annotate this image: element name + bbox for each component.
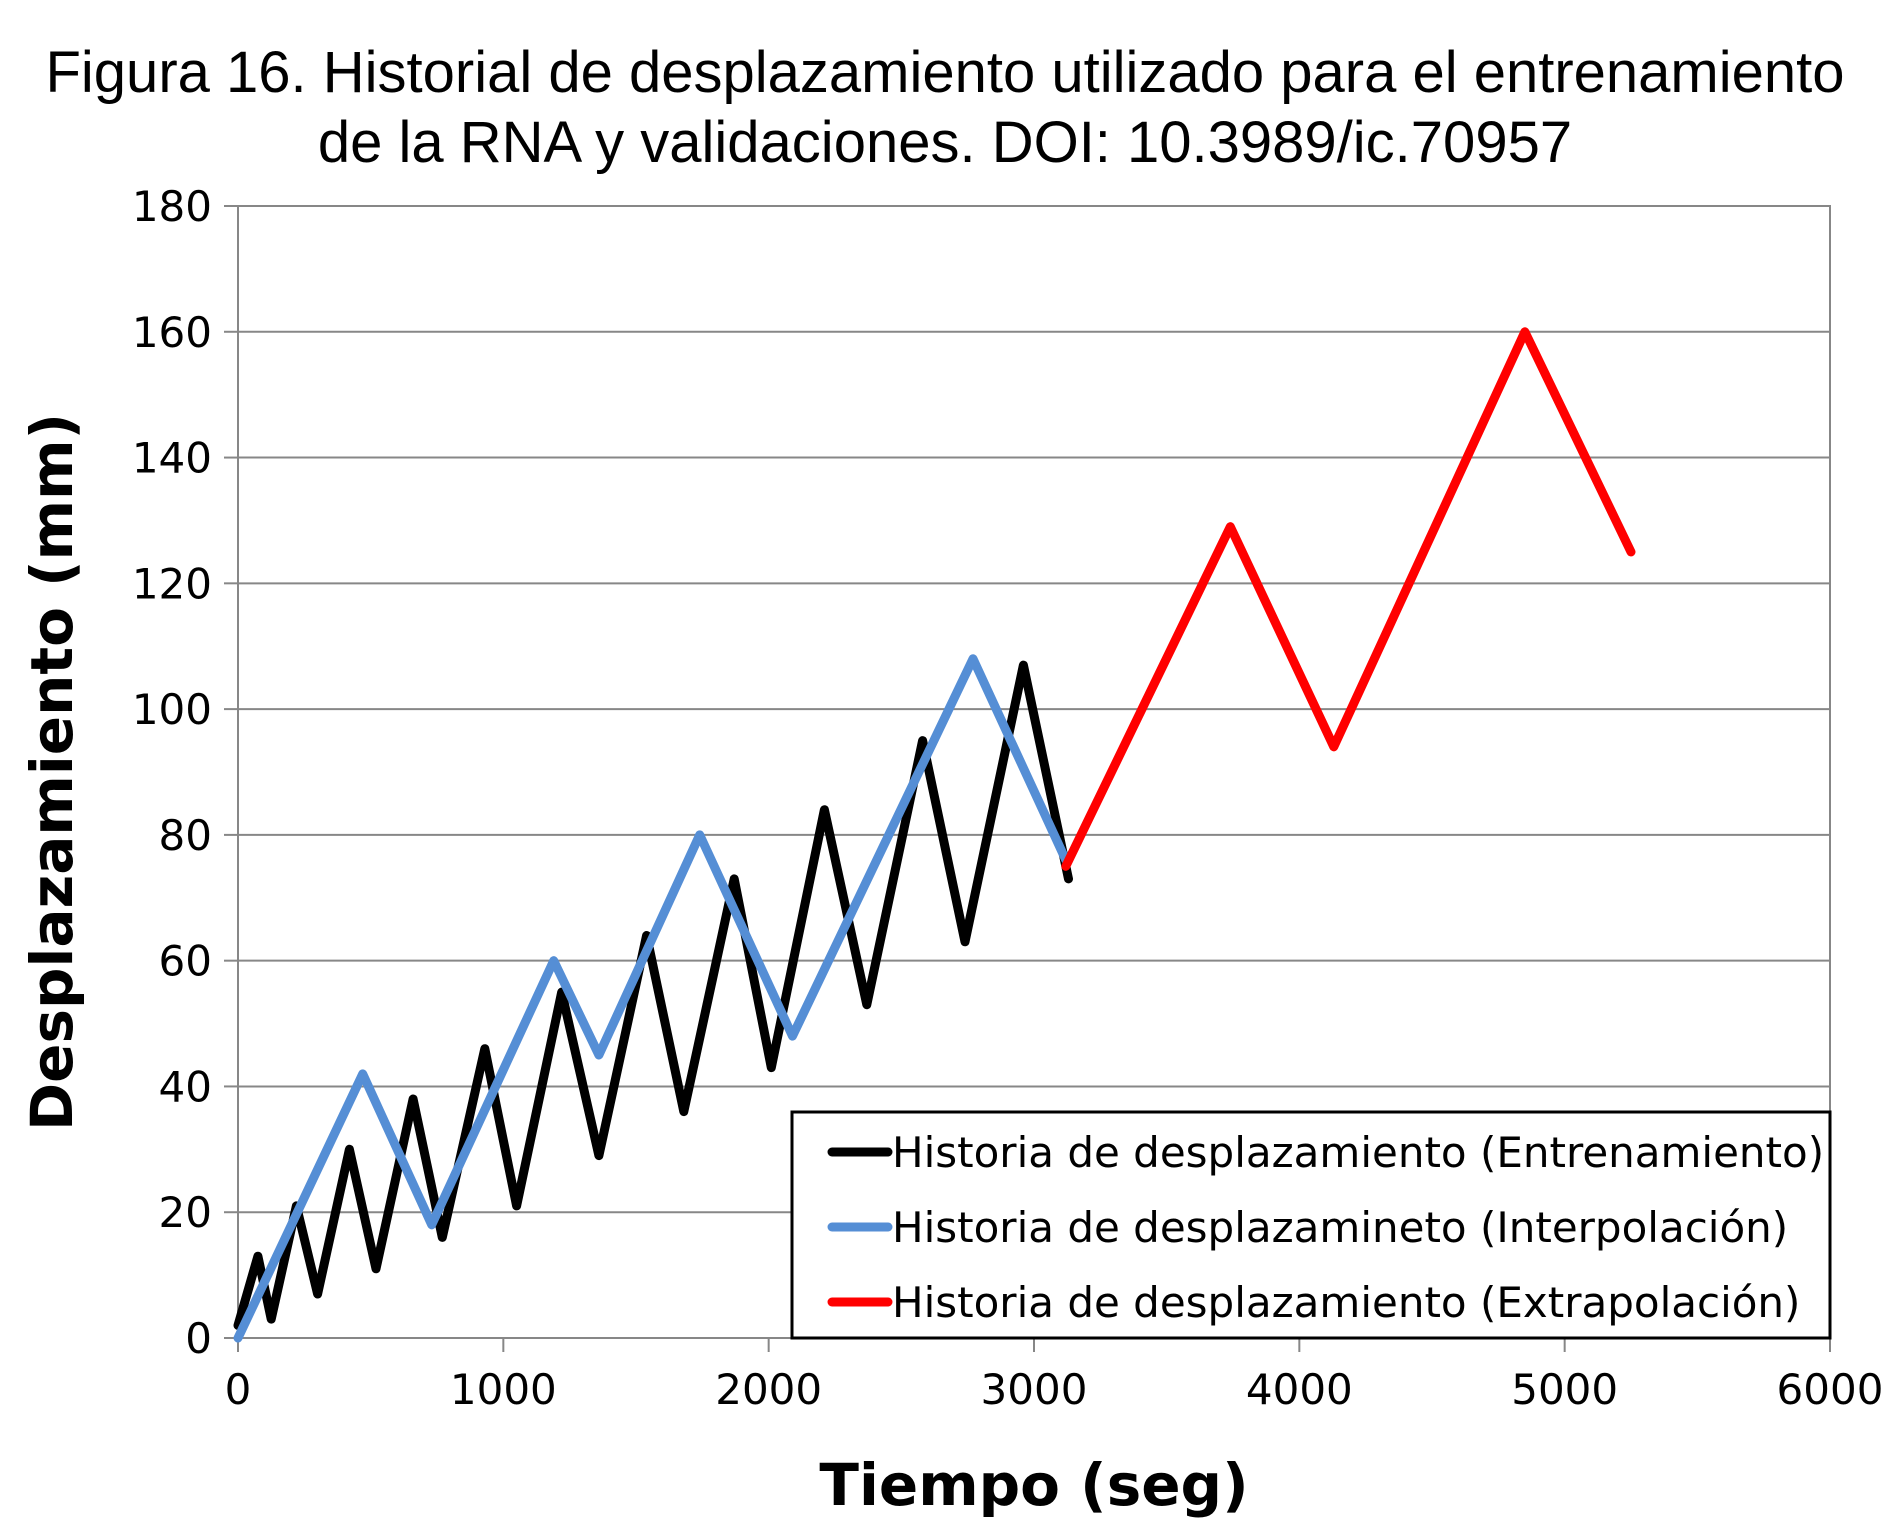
x-tick-label: 5000 <box>1511 1365 1618 1414</box>
x-tick-label: 1000 <box>450 1365 557 1414</box>
x-tick-label: 3000 <box>981 1365 1088 1414</box>
y-tick-label: 0 <box>185 1314 212 1363</box>
y-tick-label: 20 <box>159 1188 212 1237</box>
legend-entry-1: Historia de desplazamiento (Entrenamient… <box>892 1128 1824 1177</box>
legend-entry-2: Historia de desplazamineto (Interpolació… <box>892 1203 1788 1252</box>
series-line-2 <box>233 654 1071 1343</box>
legend-entry-3: Historia de desplazamiento (Extrapolació… <box>892 1278 1800 1327</box>
y-axis-label: Desplazamiento (mm) <box>18 413 86 1131</box>
gridlines <box>238 330 1830 1214</box>
legend: Historia de desplazamiento (Entrenamient… <box>790 1110 1832 1340</box>
legend-box <box>790 1110 1832 1340</box>
series-lines <box>233 327 1636 1343</box>
y-axis: 0 20 40 60 80 100 120 140 160 180 <box>132 182 238 1363</box>
y-tick-label: 60 <box>159 937 212 986</box>
series-line-3 <box>1061 327 1636 871</box>
chart-title-line-1: Figura 16. Historial de desplazamiento u… <box>45 40 1845 105</box>
y-tick-label: 80 <box>159 811 212 860</box>
x-axis: 0 1000 2000 3000 4000 5000 6000 <box>225 1338 1884 1414</box>
x-tick-label: 4000 <box>1246 1365 1353 1414</box>
y-tick-label: 140 <box>132 434 212 483</box>
chart-title-line-2: de la RNA y validaciones. DOI: 10.3989/i… <box>317 110 1573 175</box>
chart-title: Figura 16. Historial de desplazamiento u… <box>0 38 1890 178</box>
series-line-1 <box>233 660 1073 1330</box>
y-tick-label: 40 <box>159 1062 212 1111</box>
x-tick-label: 0 <box>225 1365 252 1414</box>
x-axis-label: Tiempo (seg) <box>819 1451 1248 1519</box>
y-tick-label: 180 <box>132 182 212 231</box>
x-tick-label: 2000 <box>715 1365 822 1414</box>
y-tick-label: 160 <box>132 308 212 357</box>
y-tick-label: 120 <box>132 559 212 608</box>
x-tick-label: 6000 <box>1777 1365 1884 1414</box>
y-tick-label: 100 <box>132 685 212 734</box>
